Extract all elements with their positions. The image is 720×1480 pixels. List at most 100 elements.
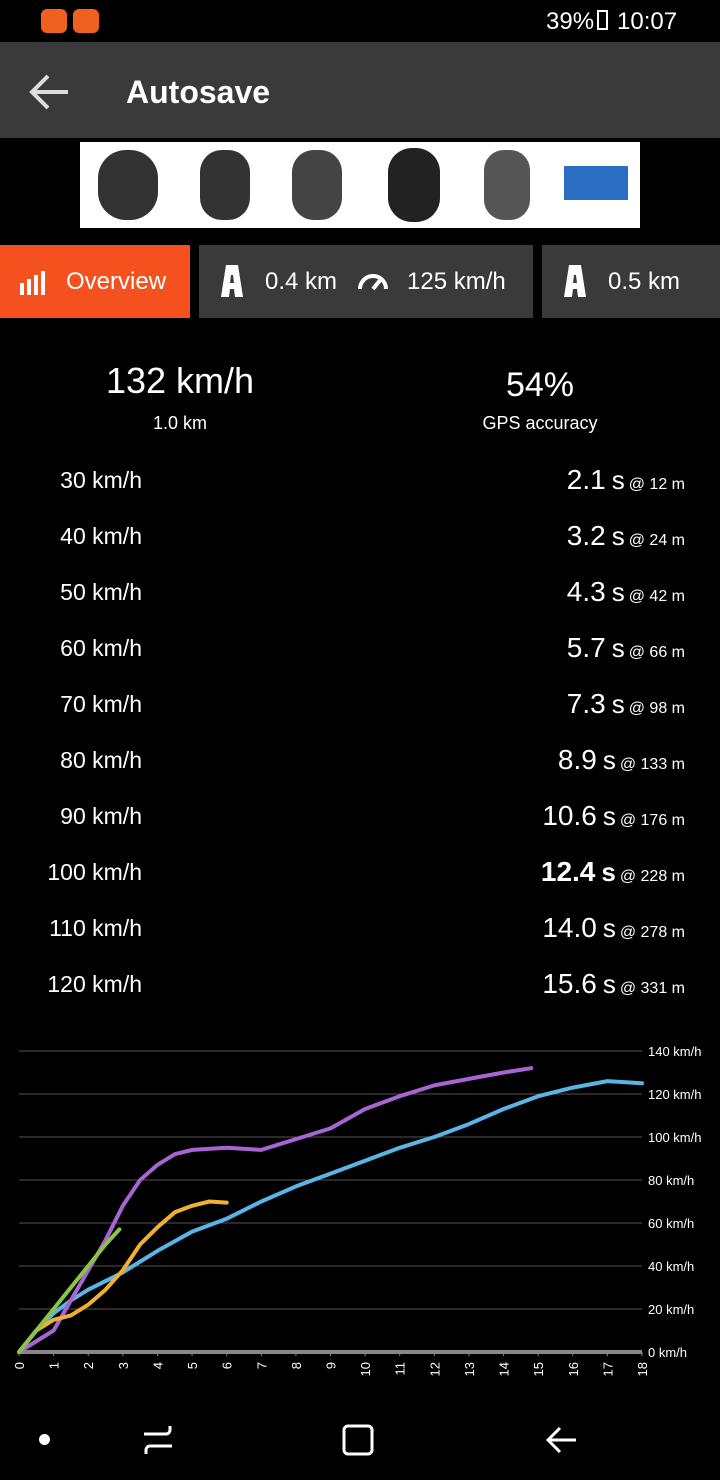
time-distance: @ 278 m (619, 924, 685, 941)
time-unit: s (611, 465, 625, 495)
time-unit: s (611, 577, 625, 607)
x-tick-label: 3 (116, 1362, 131, 1369)
x-tick-label: 4 (150, 1362, 165, 1369)
target-speed: 70 km/h (60, 690, 142, 717)
ad-logo (564, 166, 628, 200)
x-tick-label: 10 (358, 1362, 373, 1376)
time-value: 2.1 (566, 464, 606, 495)
gps-accuracy: 54% (505, 366, 575, 404)
split-row: 60 km/h 5.7 s @ 66 m (0, 620, 720, 676)
distance: 1.0 km (152, 413, 208, 433)
ad-image (388, 148, 440, 222)
status-bar: 39% 10:07 (0, 0, 720, 42)
split-row: 80 km/h 8.9 s @ 133 m (0, 732, 720, 788)
x-tick-label: 16 (566, 1362, 581, 1376)
x-tick-label: 2 (81, 1362, 96, 1369)
tab-run[interactable]: 0.4 km 125 km/h (199, 245, 533, 318)
speed-line (17, 1199, 229, 1354)
nav-bar (0, 1400, 720, 1480)
speed-chart: 0 km/h 20 km/h 40 km/h 60 km/h 80 km/h 100 km… (12, 1044, 701, 1376)
ad-image (292, 150, 342, 220)
x-tick-label: 15 (531, 1362, 546, 1376)
nav-dot[interactable] (39, 1434, 50, 1445)
battery-level: 39% (546, 8, 595, 35)
split-row: 90 km/h 10.6 s @ 176 m (0, 788, 720, 844)
target-speed: 110 km/h (49, 914, 142, 941)
x-tick-label: 17 (600, 1362, 615, 1376)
tab-overview[interactable]: Overview (0, 245, 190, 318)
y-tick-label: 120 km/h (648, 1087, 701, 1102)
split-time: 14.0 s @ 278 m (542, 912, 685, 944)
ad-image (200, 150, 250, 220)
gps-label: GPS accuracy (482, 413, 598, 433)
split-row: 110 km/h 14.0 s @ 278 m (0, 900, 720, 956)
x-tick-label: 14 (497, 1362, 512, 1376)
road-icon (221, 265, 243, 297)
split-time: 2.1 s @ 12 m (567, 464, 685, 496)
road-icon (564, 265, 586, 297)
speed-line (17, 1227, 122, 1354)
x-tick-label: 0 (12, 1362, 27, 1369)
time-unit: s (611, 633, 625, 663)
app-bar: Autosave (0, 42, 720, 138)
time-unit: s (611, 689, 625, 719)
y-tick-label: 100 km/h (648, 1130, 701, 1145)
back-nav-button[interactable] (544, 1422, 580, 1458)
time-unit: s (602, 745, 616, 775)
target-speed: 90 km/h (60, 802, 142, 829)
y-tick-label: 140 km/h (648, 1044, 701, 1059)
notification-icon (73, 9, 99, 33)
split-time: 12.4 s @ 228 m (541, 856, 685, 888)
split-time: 7.3 s @ 98 m (567, 688, 685, 720)
tab-speed: 125 km/h (407, 268, 506, 295)
chart-icon (20, 271, 45, 295)
x-tick-label: 8 (289, 1362, 304, 1369)
target-speed: 120 km/h (47, 970, 142, 997)
y-tick-label: 40 km/h (648, 1259, 694, 1274)
time-distance: @ 133 m (619, 756, 685, 773)
split-time: 8.9 s @ 133 m (558, 744, 685, 776)
time-distance: @ 176 m (619, 812, 685, 829)
x-tick-label: 11 (393, 1362, 408, 1376)
x-tick-label: 12 (427, 1362, 442, 1376)
target-speed: 60 km/h (60, 634, 142, 661)
y-tick-label: 60 km/h (648, 1216, 694, 1231)
time-value: 4.3 (566, 576, 606, 607)
time-value: 8.9 (557, 744, 597, 775)
x-tick-label: 18 (635, 1362, 650, 1376)
ad-image (484, 150, 530, 220)
time-value: 15.6 (542, 968, 597, 999)
time-unit: s (601, 857, 616, 887)
x-tick-label: 13 (462, 1362, 477, 1376)
y-tick-label: 20 km/h (648, 1302, 694, 1317)
back-button[interactable] (26, 72, 72, 112)
time-unit: s (602, 801, 616, 831)
time-distance: @ 331 m (619, 980, 685, 997)
time-value: 3.2 (566, 520, 606, 551)
speed-icon (358, 274, 388, 291)
time-distance: @ 24 m (628, 532, 685, 549)
time-distance: @ 98 m (628, 700, 685, 717)
time-unit: s (611, 521, 625, 551)
split-row: 100 km/h 12.4 s @ 228 m (0, 844, 720, 900)
split-time: 3.2 s @ 24 m (567, 520, 685, 552)
time-value: 12.4 (540, 856, 596, 887)
home-button[interactable] (340, 1422, 376, 1458)
split-row: 50 km/h 4.3 s @ 42 m (0, 564, 720, 620)
x-tick-label: 1 (47, 1362, 62, 1369)
target-speed: 80 km/h (60, 746, 142, 773)
split-row: 30 km/h 2.1 s @ 12 m (0, 452, 720, 508)
x-tick-label: 6 (220, 1362, 235, 1369)
time-distance: @ 12 m (628, 476, 685, 493)
target-speed: 40 km/h (60, 522, 142, 549)
tab-distance: 0.4 km (265, 268, 338, 295)
tab-run[interactable]: 0.5 km (542, 245, 720, 318)
recents-button[interactable] (140, 1422, 176, 1458)
time-distance: @ 228 m (619, 868, 685, 885)
ad-image (98, 150, 158, 220)
ad-banner[interactable] (80, 142, 640, 228)
x-tick-label: 7 (254, 1362, 269, 1369)
split-time: 15.6 s @ 331 m (542, 968, 685, 1000)
split-time: 10.6 s @ 176 m (542, 800, 685, 832)
